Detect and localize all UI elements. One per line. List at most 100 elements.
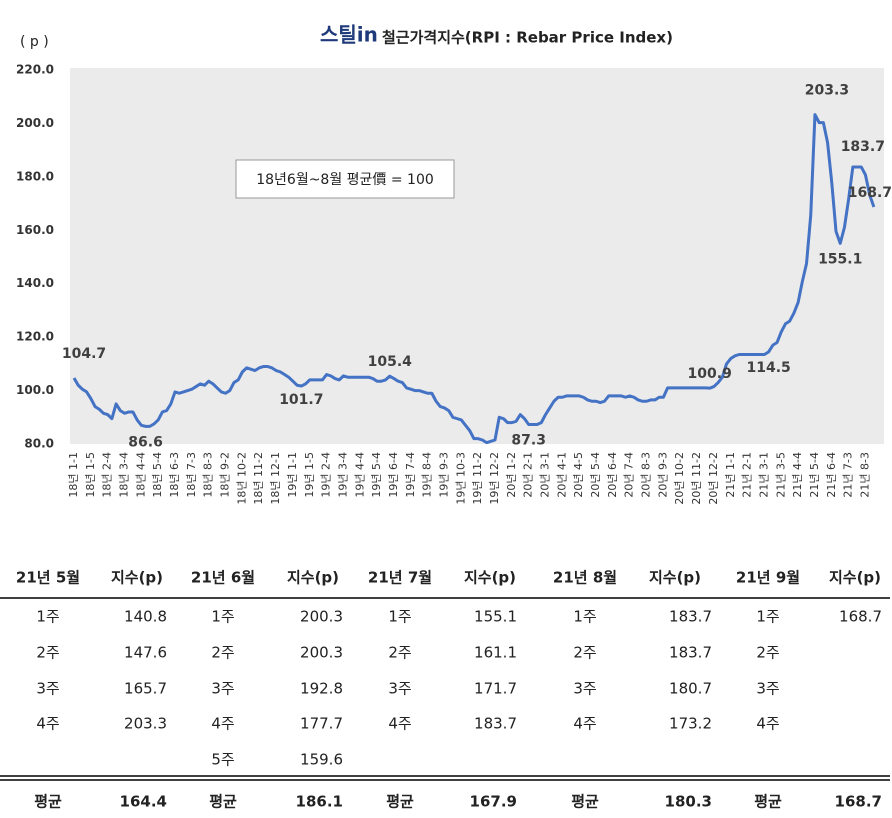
table-value: 159.6 xyxy=(300,751,343,769)
table-value: 173.2 xyxy=(669,715,712,733)
x-tick-label: 18년 12-1 xyxy=(269,452,282,505)
x-tick-label: 20년 3-1 xyxy=(539,452,552,498)
x-tick-label: 18년 1-5 xyxy=(84,452,97,498)
x-tick-label: 19년 2-4 xyxy=(320,452,333,498)
table-week: 1주 xyxy=(756,608,779,626)
table-average-label: 평균 xyxy=(209,793,237,811)
table-week: 4주 xyxy=(756,715,779,733)
table-week: 3주 xyxy=(36,680,59,698)
table-value: 161.1 xyxy=(474,644,517,662)
table-header: 21년 8월 xyxy=(553,569,617,587)
x-tick-label: 18년 11-2 xyxy=(252,452,265,505)
y-tick-label: 120.0 xyxy=(16,330,54,344)
y-tick-label: 220.0 xyxy=(16,63,54,77)
table-value: 203.3 xyxy=(124,715,167,733)
x-tick-label: 19년 12-2 xyxy=(488,452,501,505)
table-value: 183.7 xyxy=(474,715,517,733)
x-tick-label: 20년 1-2 xyxy=(505,452,518,498)
table-week: 4주 xyxy=(573,715,596,733)
x-tick-label: 20년 12-2 xyxy=(707,452,720,505)
table-header: 21년 5월 xyxy=(16,569,80,587)
x-tick-label: 20년 7-4 xyxy=(623,452,636,498)
data-label: 168.7 xyxy=(848,185,892,201)
table-week: 4주 xyxy=(36,715,59,733)
x-tick-label: 19년 5-4 xyxy=(370,452,383,498)
table-week: 1주 xyxy=(211,608,234,626)
table-value: 200.3 xyxy=(300,608,343,626)
x-tick-label: 18년 7-3 xyxy=(185,452,198,498)
table-header: 21년 7월 xyxy=(368,569,432,587)
series-line xyxy=(72,113,876,445)
y-tick-label: 140.0 xyxy=(16,276,54,290)
table-header: 21년 6월 xyxy=(191,569,255,587)
x-tick-label: 19년 1-1 xyxy=(286,452,299,498)
x-tick-label: 21년 7-3 xyxy=(842,452,855,498)
x-tick-label: 21년 3-1 xyxy=(757,452,770,498)
data-label: 114.5 xyxy=(747,360,791,376)
x-tick-label: 20년 4-1 xyxy=(555,452,568,498)
data-label: 155.1 xyxy=(818,251,862,267)
annotation: 18년6월~8월 평균價 = 100 xyxy=(256,171,434,188)
table-week: 4주 xyxy=(211,715,234,733)
x-tick-label: 21년 5-4 xyxy=(808,452,821,498)
y-axis-label: ( p ) xyxy=(20,34,49,50)
table-value: 183.7 xyxy=(669,608,712,626)
x-tick-label: 19년 7-4 xyxy=(404,452,417,498)
table-header: 지수(p) xyxy=(287,569,339,587)
x-tick-label: 21년 3-5 xyxy=(774,452,787,498)
y-tick-label: 80.0 xyxy=(24,437,54,451)
annotation-box xyxy=(235,159,455,199)
x-tick-label: 19년 11-2 xyxy=(471,452,484,505)
table-week: 2주 xyxy=(573,644,596,662)
data-label: 100.9 xyxy=(688,366,732,382)
x-tick-label: 19년 3-4 xyxy=(336,452,349,498)
table-week: 2주 xyxy=(756,644,779,662)
table-value: 192.8 xyxy=(300,680,343,698)
x-tick-label: 18년 10-2 xyxy=(235,452,248,505)
table-week: 2주 xyxy=(36,644,59,662)
table-average: 168.7 xyxy=(835,793,882,811)
table-average-label: 평균 xyxy=(571,793,599,811)
table-header: 지수(p) xyxy=(649,569,701,587)
table-week: 2주 xyxy=(388,644,411,662)
x-tick-label: 18년 3-4 xyxy=(118,452,131,498)
x-tick-label: 19년 8-4 xyxy=(421,452,434,498)
x-tick-label: 19년 6-4 xyxy=(387,452,400,498)
table-value: 147.6 xyxy=(124,644,167,662)
x-tick-label: 21년 4-4 xyxy=(791,452,804,498)
table-header: 지수(p) xyxy=(111,569,163,587)
table-value: 171.7 xyxy=(474,680,517,698)
x-tick-label: 20년 5-4 xyxy=(589,452,602,498)
y-tick-label: 160.0 xyxy=(16,223,54,237)
table-value: 180.7 xyxy=(669,680,712,698)
table-value: 140.8 xyxy=(124,608,167,626)
x-tick-label: 20년 9-3 xyxy=(656,452,669,498)
x-tick-label: 20년 2-1 xyxy=(522,452,535,498)
table-header: 지수(p) xyxy=(829,569,881,587)
table-header: 지수(p) xyxy=(464,569,516,587)
data-label: 101.7 xyxy=(279,392,323,408)
x-tick-label: 18년 2-4 xyxy=(101,452,114,498)
x-tick-label: 20년 10-2 xyxy=(673,452,686,505)
x-tick-label: 20년 11-2 xyxy=(690,452,703,505)
table-week: 1주 xyxy=(388,608,411,626)
x-tick-label: 20년 6-4 xyxy=(606,452,619,498)
data-label: 87.3 xyxy=(511,432,546,448)
table-average-label: 평균 xyxy=(386,793,414,811)
table-value: 165.7 xyxy=(124,680,167,698)
data-label: 104.7 xyxy=(62,346,106,362)
table-week: 3주 xyxy=(388,680,411,698)
x-tick-label: 19년 4-4 xyxy=(353,452,366,498)
table-average: 164.4 xyxy=(120,793,167,811)
table-header: 21년 9월 xyxy=(736,569,800,587)
y-tick-label: 100.0 xyxy=(16,383,54,397)
table-average: 167.9 xyxy=(470,793,517,811)
y-tick-label: 200.0 xyxy=(16,116,54,130)
x-tick-label: 18년 1-1 xyxy=(67,452,80,498)
table-average-label: 평균 xyxy=(34,793,62,811)
table-value: 183.7 xyxy=(669,644,712,662)
x-tick-label: 19년 1-5 xyxy=(303,452,316,498)
table-week: 1주 xyxy=(36,608,59,626)
x-tick-label: 21년 8-3 xyxy=(858,452,871,498)
